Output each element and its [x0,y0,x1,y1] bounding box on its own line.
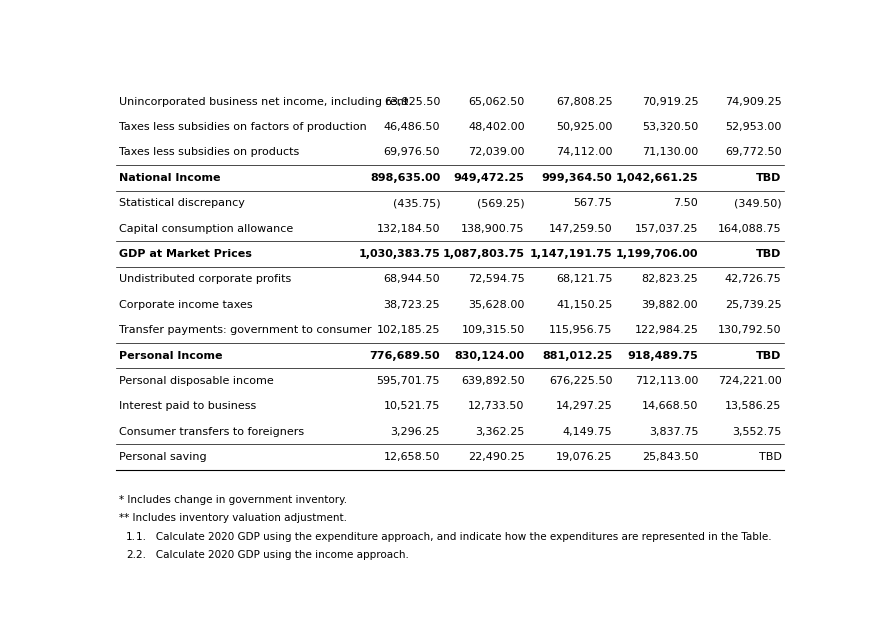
Text: TBD: TBD [756,173,781,183]
Text: 10,521.75: 10,521.75 [384,401,440,411]
Text: Transfer payments: government to consumer: Transfer payments: government to consume… [119,325,371,335]
Text: 2.   Calculate 2020 GDP using the income approach.: 2. Calculate 2020 GDP using the income a… [136,550,409,560]
Text: 138,900.75: 138,900.75 [461,224,525,234]
Text: Capital consumption allowance: Capital consumption allowance [119,224,293,234]
Text: 3,296.25: 3,296.25 [391,427,440,437]
Text: 12,733.50: 12,733.50 [468,401,525,411]
Text: Consumer transfers to foreigners: Consumer transfers to foreigners [119,427,304,437]
Text: 712,113.00: 712,113.00 [635,376,698,386]
Text: 14,668.50: 14,668.50 [642,401,698,411]
Text: 12,658.50: 12,658.50 [384,452,440,462]
Text: 38,723.25: 38,723.25 [384,300,440,310]
Text: 724,221.00: 724,221.00 [718,376,781,386]
Text: 39,882.00: 39,882.00 [642,300,698,310]
Text: 1.   Calculate 2020 GDP using the expenditure approach, and indicate how the exp: 1. Calculate 2020 GDP using the expendit… [136,532,772,542]
Text: 639,892.50: 639,892.50 [461,376,525,386]
Text: 999,364.50: 999,364.50 [542,173,612,183]
Text: Taxes less subsidies on products: Taxes less subsidies on products [119,147,299,157]
Text: 52,953.00: 52,953.00 [725,122,781,132]
Text: 69,976.50: 69,976.50 [384,147,440,157]
Text: 68,121.75: 68,121.75 [556,274,612,284]
Text: 1,042,661.25: 1,042,661.25 [616,173,698,183]
Text: Personal saving: Personal saving [119,452,207,462]
Text: 14,297.25: 14,297.25 [555,401,612,411]
Text: 35,628.00: 35,628.00 [468,300,525,310]
Text: 898,635.00: 898,635.00 [370,173,440,183]
Text: 1,030,383.75: 1,030,383.75 [358,249,440,259]
Text: 63,925.50: 63,925.50 [384,96,440,107]
Text: 130,792.50: 130,792.50 [718,325,781,335]
Text: 46,486.50: 46,486.50 [384,122,440,132]
Text: 7.50: 7.50 [673,198,698,208]
Text: 13,586.25: 13,586.25 [725,401,781,411]
Text: Statistical discrepancy: Statistical discrepancy [119,198,245,208]
Text: 48,402.00: 48,402.00 [468,122,525,132]
Text: 71,130.00: 71,130.00 [642,147,698,157]
Text: 2.: 2. [126,550,136,560]
Text: 918,489.75: 918,489.75 [628,351,698,361]
Text: Personal disposable income: Personal disposable income [119,376,274,386]
Text: 164,088.75: 164,088.75 [718,224,781,234]
Text: 102,185.25: 102,185.25 [377,325,440,335]
Text: 567.75: 567.75 [574,198,612,208]
Text: 19,076.25: 19,076.25 [556,452,612,462]
Text: (349.50): (349.50) [734,198,781,208]
Text: National Income: National Income [119,173,221,183]
Text: TBD: TBD [759,452,781,462]
Text: 3,552.75: 3,552.75 [732,427,781,437]
Text: 72,039.00: 72,039.00 [468,147,525,157]
Text: 157,037.25: 157,037.25 [635,224,698,234]
Text: 82,823.25: 82,823.25 [642,274,698,284]
Text: 676,225.50: 676,225.50 [549,376,612,386]
Text: (569.25): (569.25) [477,198,525,208]
Text: GDP at Market Prices: GDP at Market Prices [119,249,252,259]
Text: TBD: TBD [756,351,781,361]
Text: ** Includes inventory valuation adjustment.: ** Includes inventory valuation adjustme… [119,513,347,523]
Text: 50,925.00: 50,925.00 [556,122,612,132]
Text: Personal Income: Personal Income [119,351,222,361]
Text: 3,837.75: 3,837.75 [649,427,698,437]
Text: 881,012.25: 881,012.25 [542,351,612,361]
Text: 776,689.50: 776,689.50 [370,351,440,361]
Text: 1,087,803.75: 1,087,803.75 [443,249,525,259]
Text: 22,490.25: 22,490.25 [468,452,525,462]
Text: 830,124.00: 830,124.00 [454,351,525,361]
Text: 1,147,191.75: 1,147,191.75 [530,249,612,259]
Text: Taxes less subsidies on factors of production: Taxes less subsidies on factors of produ… [119,122,367,132]
Text: 4,149.75: 4,149.75 [562,427,612,437]
Text: 74,112.00: 74,112.00 [556,147,612,157]
Text: 69,772.50: 69,772.50 [725,147,781,157]
Text: 3,362.25: 3,362.25 [475,427,525,437]
Text: TBD: TBD [756,249,781,259]
Text: 147,259.50: 147,259.50 [548,224,612,234]
Text: 53,320.50: 53,320.50 [642,122,698,132]
Text: (435.75): (435.75) [392,198,440,208]
Text: 132,184.50: 132,184.50 [377,224,440,234]
Text: 595,701.75: 595,701.75 [377,376,440,386]
Text: 68,944.50: 68,944.50 [384,274,440,284]
Text: 42,726.75: 42,726.75 [725,274,781,284]
Text: 25,739.25: 25,739.25 [725,300,781,310]
Text: 67,808.25: 67,808.25 [555,96,612,107]
Text: 25,843.50: 25,843.50 [642,452,698,462]
Text: 72,594.75: 72,594.75 [468,274,525,284]
Text: 1.: 1. [126,532,136,542]
Text: 41,150.25: 41,150.25 [556,300,612,310]
Text: 65,062.50: 65,062.50 [468,96,525,107]
Text: 115,956.75: 115,956.75 [549,325,612,335]
Text: 122,984.25: 122,984.25 [635,325,698,335]
Text: 70,919.25: 70,919.25 [642,96,698,107]
Text: * Includes change in government inventory.: * Includes change in government inventor… [119,495,347,505]
Text: 109,315.50: 109,315.50 [461,325,525,335]
Text: Unincorporated business net income, including rent: Unincorporated business net income, incl… [119,96,408,107]
Text: 1,199,706.00: 1,199,706.00 [616,249,698,259]
Text: 949,472.25: 949,472.25 [453,173,525,183]
Text: Corporate income taxes: Corporate income taxes [119,300,253,310]
Text: Undistributed corporate profits: Undistributed corporate profits [119,274,291,284]
Text: 74,909.25: 74,909.25 [725,96,781,107]
Text: Interest paid to business: Interest paid to business [119,401,256,411]
